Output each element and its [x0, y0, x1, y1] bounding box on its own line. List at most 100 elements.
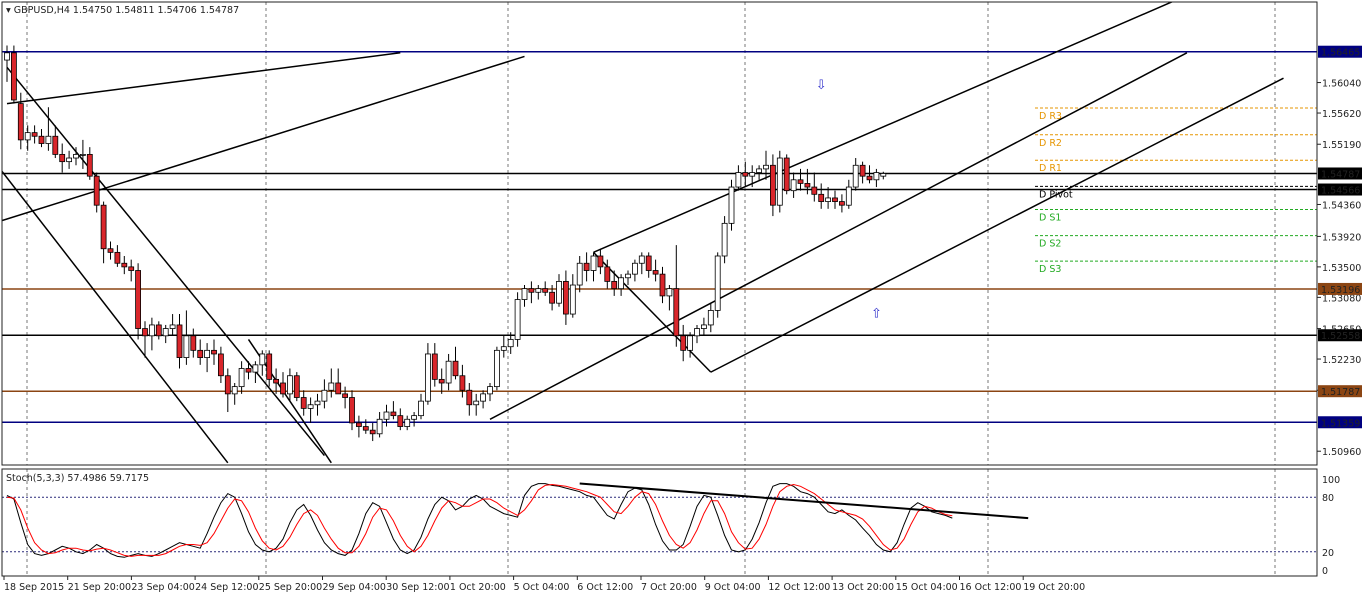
- trendline: [710, 77, 1284, 373]
- candle-body: [231, 386, 238, 395]
- candle: [418, 393, 424, 420]
- candle-body: [107, 248, 114, 253]
- candle: [162, 324, 169, 344]
- candle: [701, 317, 707, 336]
- candle-body: [459, 375, 466, 391]
- candle-body: [10, 52, 17, 101]
- candle-body: [735, 172, 742, 188]
- candle-body: [859, 164, 866, 177]
- candle-body: [466, 389, 473, 406]
- y-tick-label: 1.55190: [1322, 140, 1361, 151]
- price-level-tag: [1318, 416, 1362, 429]
- candle-body: [59, 153, 66, 163]
- candle-body: [162, 328, 169, 337]
- candle-body: [866, 175, 873, 181]
- candle: [776, 150, 783, 213]
- candle: [652, 259, 659, 282]
- candle-body: [80, 153, 86, 156]
- y-tick-label: 1.52230: [1322, 355, 1361, 366]
- candle: [31, 125, 38, 144]
- candle-body: [38, 135, 45, 144]
- candle: [224, 368, 231, 413]
- candle: [73, 147, 79, 166]
- candle-body: [797, 179, 804, 184]
- candle: [266, 350, 273, 387]
- trendline: [2, 170, 229, 464]
- candle: [155, 321, 162, 340]
- price-level-tag-label: 1.51359: [1321, 418, 1360, 429]
- candle: [300, 390, 307, 416]
- candle-body: [52, 135, 59, 155]
- y-tick-label: 1.50960: [1322, 447, 1361, 458]
- candle: [797, 168, 804, 191]
- candle: [259, 350, 266, 376]
- candle: [687, 332, 693, 358]
- candle: [549, 285, 555, 311]
- candle-body: [183, 335, 190, 358]
- candle: [632, 259, 638, 282]
- candle-body: [224, 375, 231, 395]
- arrow-marker: ⇧: [871, 307, 882, 322]
- x-tick-label: 29 Sep 04:00: [323, 582, 386, 593]
- candle: [197, 339, 204, 365]
- candle-body: [155, 324, 162, 337]
- candle: [666, 285, 673, 311]
- price-level-tag-label: 1.52558: [1321, 331, 1360, 342]
- candle-body: [397, 415, 404, 427]
- candle-body: [811, 186, 818, 195]
- candle-body: [93, 175, 100, 206]
- candle: [521, 285, 528, 307]
- candle: [314, 393, 321, 416]
- x-tick-label: 5 Oct 04:00: [514, 582, 570, 593]
- candle-body: [776, 157, 783, 206]
- candle-body: [355, 422, 362, 427]
- candle: [714, 252, 721, 318]
- y-tick-label: 1.56040: [1322, 79, 1361, 90]
- candle-body: [204, 349, 211, 358]
- candle: [86, 147, 93, 180]
- candle-body: [383, 411, 390, 420]
- candle-body: [590, 255, 597, 271]
- candle: [217, 346, 224, 383]
- candle: [852, 158, 859, 191]
- candle-body: [790, 179, 797, 192]
- candle: [770, 154, 776, 217]
- candle-body: [197, 349, 204, 358]
- candle: [190, 328, 197, 358]
- price-level-tag-label: 1.54566: [1321, 186, 1360, 197]
- candle: [45, 107, 52, 151]
- candle-body: [618, 277, 624, 290]
- candle-body: [638, 255, 645, 264]
- x-tick-label: 19 Oct 20:00: [1023, 582, 1085, 593]
- candle: [611, 270, 618, 296]
- candle: [238, 361, 245, 394]
- stoch-trendline: [579, 482, 1029, 520]
- candle: [211, 339, 217, 365]
- candle-body: [473, 400, 480, 406]
- candle: [576, 255, 583, 293]
- candle: [514, 292, 521, 347]
- candle-body: [604, 266, 611, 282]
- candle: [563, 270, 569, 325]
- pivot-label: D S3: [1039, 264, 1061, 275]
- candle: [638, 252, 645, 275]
- candle-body: [73, 153, 79, 159]
- candle: [293, 372, 300, 402]
- x-tick-label: 21 Sep 20:00: [68, 582, 131, 593]
- candle-body: [135, 270, 142, 329]
- candle-body: [404, 418, 411, 427]
- candle-body: [169, 324, 176, 329]
- candle-body: [45, 135, 52, 144]
- price-level-tag: [1318, 183, 1362, 196]
- candle-body: [763, 164, 769, 170]
- candle: [859, 161, 866, 184]
- candle: [811, 172, 818, 202]
- candle: [114, 245, 121, 267]
- candle: [59, 143, 66, 173]
- candle: [66, 150, 72, 169]
- x-tick-label: 18 Sep 2015: [4, 582, 64, 593]
- candle: [839, 194, 845, 213]
- candle-body: [293, 375, 300, 398]
- candle-body: [238, 368, 245, 388]
